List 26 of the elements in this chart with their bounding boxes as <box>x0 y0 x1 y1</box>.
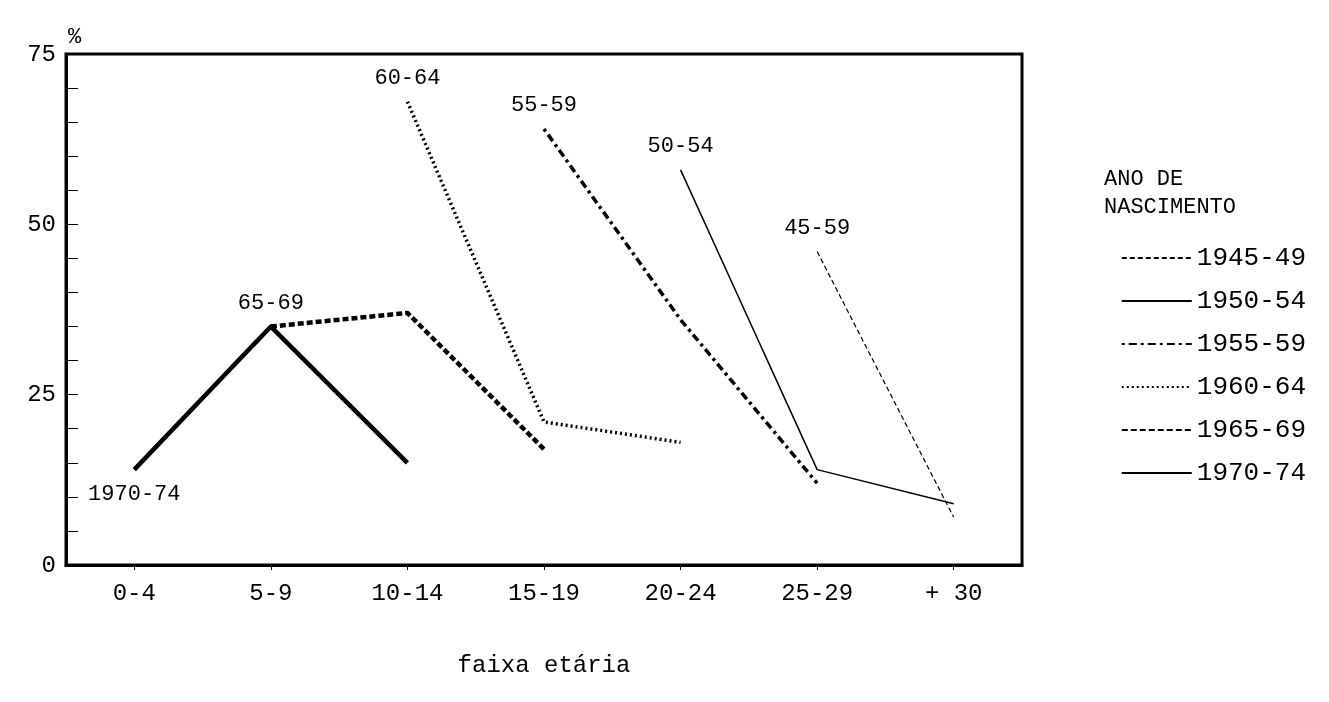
legend-label: 1950-54 <box>1196 286 1306 316</box>
legend-label: 1970-74 <box>1196 458 1306 488</box>
x-tick-label: 5-9 <box>249 579 293 607</box>
legend-label: 1965-69 <box>1196 415 1306 445</box>
y-axis-title: % <box>68 24 82 50</box>
legend-label: 1945-49 <box>1196 243 1306 273</box>
annotation: 50-54 <box>647 134 714 160</box>
legend-label: 1955-59 <box>1196 329 1306 359</box>
x-tick-label: 10-14 <box>371 579 444 607</box>
y-tick-label: 75 <box>27 40 56 68</box>
legend-label: 1960-64 <box>1196 372 1306 402</box>
y-tick-label: 0 <box>41 551 56 579</box>
annotation: 1970-74 <box>88 482 181 508</box>
annotation: 45-59 <box>784 216 851 242</box>
annotation: 55-59 <box>510 93 578 119</box>
x-tick-label: 15-19 <box>507 579 581 607</box>
legend-title: ANO DE NASCIMENTO <box>1104 166 1237 220</box>
x-axis-title: faixa etária <box>457 651 631 679</box>
y-tick-label: 50 <box>27 210 56 238</box>
x-tick-label: 25-29 <box>781 579 854 607</box>
annotation: 65-69 <box>237 291 304 317</box>
y-tick-label: 25 <box>27 381 56 409</box>
x-tick-label: + 30 <box>924 579 983 607</box>
annotation: 60-64 <box>374 66 441 92</box>
x-tick-label: 0-4 <box>112 579 156 607</box>
x-tick-label: 20-24 <box>644 579 717 607</box>
